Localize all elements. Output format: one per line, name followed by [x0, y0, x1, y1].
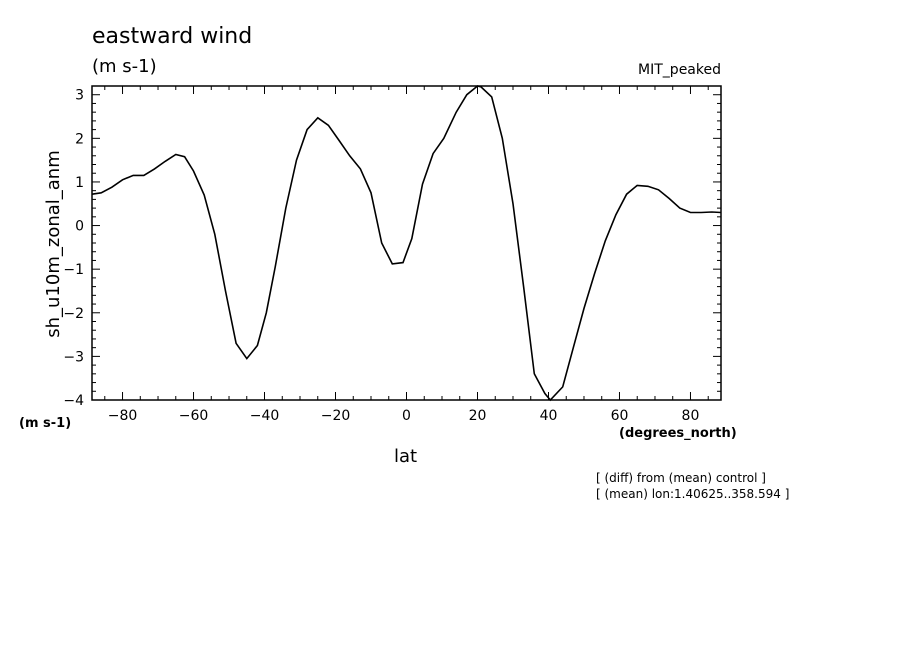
- y-tick-label: 3: [75, 88, 84, 104]
- y-axis-unit: (m s-1): [19, 416, 72, 431]
- y-tick-label: 1: [75, 175, 84, 191]
- x-tick-label: −40: [250, 408, 280, 424]
- tick-labels-group: −80 −60 −40 −20 0 20 40 60 80 −4 −3 −2 −1 0 1 2 3: [63, 88, 699, 424]
- x-axis-unit: (degrees_north): [619, 426, 737, 441]
- x-tick-label: −20: [321, 408, 351, 424]
- y-tick-label: 2: [75, 131, 84, 147]
- y-tick-label: −2: [63, 306, 84, 322]
- y-tick-label: −1: [63, 262, 84, 278]
- x-tick-label: 80: [682, 408, 700, 424]
- chart-subtitle: (m s-1): [92, 56, 157, 77]
- plot-frame: [91, 85, 722, 401]
- y-tick-label: 0: [75, 219, 84, 235]
- x-tick-label: −60: [179, 408, 209, 424]
- x-tick-label: 20: [469, 408, 487, 424]
- x-tick-label: 0: [402, 408, 411, 424]
- note-mean: [ (mean) lon:1.40625..358.594 ]: [596, 487, 790, 501]
- y-tick-label: −3: [63, 349, 84, 365]
- note-diff: [ (diff) from (mean) control ]: [596, 471, 766, 485]
- y-tick-label: −4: [63, 393, 84, 409]
- x-tick-label: −80: [108, 408, 138, 424]
- experiment-tag: MIT_peaked: [638, 62, 721, 78]
- series-line: [91, 85, 722, 402]
- chart-title: eastward wind: [92, 24, 253, 49]
- x-tick-label: 60: [611, 408, 629, 424]
- ticks-group: [92, 86, 721, 401]
- x-tick-label: 40: [540, 408, 558, 424]
- x-axis-label: lat: [394, 446, 418, 467]
